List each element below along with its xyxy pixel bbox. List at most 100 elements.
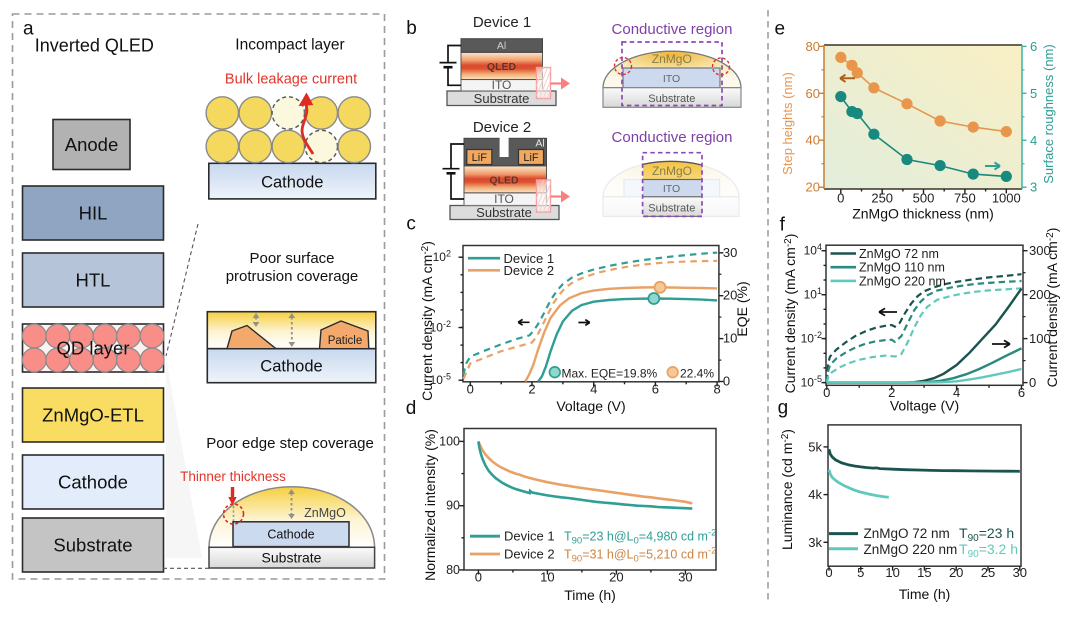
svg-text:20: 20 bbox=[609, 570, 623, 585]
svg-text:Voltage (V): Voltage (V) bbox=[556, 398, 625, 414]
svg-text:500: 500 bbox=[913, 191, 935, 206]
svg-text:EQE (%): EQE (%) bbox=[734, 281, 750, 336]
svg-text:Inverted QLED: Inverted QLED bbox=[35, 36, 154, 56]
svg-text:ZnMgO: ZnMgO bbox=[304, 506, 346, 520]
svg-text:Conductive region: Conductive region bbox=[612, 129, 733, 146]
svg-text:Conductive region: Conductive region bbox=[612, 21, 733, 38]
svg-text:0: 0 bbox=[825, 565, 832, 580]
svg-text:8: 8 bbox=[713, 381, 720, 396]
svg-text:ITO: ITO bbox=[663, 73, 680, 85]
svg-text:750: 750 bbox=[954, 191, 976, 206]
svg-text:HTL: HTL bbox=[76, 270, 111, 291]
svg-text:5: 5 bbox=[857, 565, 864, 580]
svg-text:80: 80 bbox=[806, 39, 820, 54]
svg-text:6: 6 bbox=[652, 381, 659, 396]
svg-text:ZnMgO 72 nm: ZnMgO 72 nm bbox=[864, 526, 950, 541]
svg-text:5: 5 bbox=[1030, 86, 1037, 101]
svg-text:Luminance (cd m-2): Luminance (cd m-2) bbox=[779, 429, 795, 550]
svg-text:Al: Al bbox=[535, 138, 544, 150]
svg-text:Cathode: Cathode bbox=[267, 528, 314, 542]
svg-text:2: 2 bbox=[888, 385, 895, 400]
svg-text:Device 2: Device 2 bbox=[504, 263, 555, 278]
svg-text:Device 1: Device 1 bbox=[504, 251, 555, 266]
svg-text:22.4%: 22.4% bbox=[680, 367, 714, 381]
svg-text:25: 25 bbox=[981, 565, 995, 580]
svg-text:100: 100 bbox=[439, 434, 460, 448]
svg-text:c: c bbox=[406, 214, 416, 235]
svg-text:g: g bbox=[778, 398, 789, 419]
svg-text:ZnMgO-ETL: ZnMgO-ETL bbox=[42, 405, 144, 426]
svg-text:4: 4 bbox=[953, 385, 960, 400]
svg-text:Normalized intensity (%): Normalized intensity (%) bbox=[422, 429, 438, 581]
svg-text:ZnMgO 220 nm: ZnMgO 220 nm bbox=[859, 274, 946, 288]
svg-text:Current density (mA cm-2): Current density (mA cm-2) bbox=[419, 241, 435, 401]
svg-text:T90=31 h@L0=5,210 cd m-2: T90=31 h@L0=5,210 cd m-2 bbox=[564, 545, 716, 564]
svg-text:Substrate: Substrate bbox=[476, 205, 532, 220]
svg-text:d: d bbox=[406, 398, 417, 419]
svg-text:Cathode: Cathode bbox=[261, 174, 323, 192]
svg-text:b: b bbox=[406, 18, 417, 39]
svg-text:Current density (mA cm-2): Current density (mA cm-2) bbox=[782, 234, 798, 394]
svg-text:Device 2: Device 2 bbox=[504, 546, 555, 561]
svg-text:Time (h): Time (h) bbox=[564, 587, 616, 603]
svg-text:ZnMgO: ZnMgO bbox=[652, 164, 692, 178]
svg-text:0: 0 bbox=[1029, 375, 1036, 390]
svg-text:100: 100 bbox=[1029, 331, 1051, 346]
svg-text:ITO: ITO bbox=[663, 183, 680, 195]
svg-text:ZnMgO 110 nm: ZnMgO 110 nm bbox=[859, 261, 945, 275]
svg-text:Max. EQE=19.8%: Max. EQE=19.8% bbox=[562, 367, 658, 381]
svg-text:Substrate: Substrate bbox=[648, 93, 695, 105]
svg-text:0: 0 bbox=[475, 570, 482, 585]
svg-text:QLED: QLED bbox=[489, 175, 519, 187]
svg-text:Poor surface: Poor surface bbox=[249, 250, 334, 267]
svg-text:0: 0 bbox=[467, 381, 474, 396]
svg-text:40: 40 bbox=[806, 133, 820, 148]
svg-text:HIL: HIL bbox=[79, 203, 108, 224]
svg-text:0: 0 bbox=[723, 374, 730, 389]
svg-text:T90=23 h@L0=4,980 cd m-2: T90=23 h@L0=4,980 cd m-2 bbox=[564, 528, 716, 547]
svg-text:Step heights (nm): Step heights (nm) bbox=[780, 72, 795, 175]
svg-text:LiF: LiF bbox=[472, 152, 488, 164]
svg-text:ITO: ITO bbox=[492, 78, 512, 92]
svg-text:20: 20 bbox=[723, 288, 737, 303]
svg-text:250: 250 bbox=[871, 191, 893, 206]
svg-text:f: f bbox=[780, 214, 786, 235]
svg-text:200: 200 bbox=[1029, 287, 1051, 302]
svg-text:Cathode: Cathode bbox=[58, 472, 128, 493]
svg-text:Poor edge step coverage: Poor edge step coverage bbox=[206, 435, 374, 452]
svg-text:Device 2: Device 2 bbox=[473, 119, 531, 136]
svg-text:90: 90 bbox=[446, 499, 460, 513]
svg-text:80: 80 bbox=[446, 563, 460, 577]
svg-text:Time (h): Time (h) bbox=[899, 586, 951, 602]
svg-text:ZnMgO: ZnMgO bbox=[652, 52, 692, 66]
svg-text:ITO: ITO bbox=[494, 192, 514, 206]
svg-text:a: a bbox=[23, 18, 34, 39]
svg-text:4: 4 bbox=[1030, 133, 1037, 148]
svg-text:1000: 1000 bbox=[992, 191, 1021, 206]
svg-text:10: 10 bbox=[540, 570, 554, 585]
svg-text:protrusion coverage: protrusion coverage bbox=[226, 268, 359, 285]
svg-text:0: 0 bbox=[837, 191, 844, 206]
svg-text:4k: 4k bbox=[808, 487, 822, 502]
svg-text:0: 0 bbox=[823, 385, 830, 400]
svg-text:30: 30 bbox=[723, 245, 737, 260]
svg-text:Incompact layer: Incompact layer bbox=[235, 36, 344, 53]
svg-text:QLED: QLED bbox=[487, 61, 517, 73]
svg-text:Al: Al bbox=[497, 40, 506, 52]
svg-text:Device 1: Device 1 bbox=[473, 14, 531, 31]
svg-text:10: 10 bbox=[723, 331, 737, 346]
svg-text:ZnMgO 72 nm: ZnMgO 72 nm bbox=[859, 247, 939, 261]
svg-text:300: 300 bbox=[1029, 243, 1051, 258]
svg-text:QD layer: QD layer bbox=[57, 338, 130, 359]
svg-text:Substrate: Substrate bbox=[474, 91, 530, 106]
svg-text:Anode: Anode bbox=[65, 134, 119, 155]
svg-text:Current density (mA cm-2): Current density (mA cm-2) bbox=[1044, 228, 1060, 388]
svg-text:20: 20 bbox=[949, 565, 963, 580]
svg-text:15: 15 bbox=[917, 565, 931, 580]
svg-text:Cathode: Cathode bbox=[260, 358, 322, 376]
svg-text:LiF: LiF bbox=[523, 152, 539, 164]
svg-text:4: 4 bbox=[590, 381, 597, 396]
svg-text:2: 2 bbox=[528, 381, 535, 396]
svg-text:Surface roughness (nm): Surface roughness (nm) bbox=[1041, 44, 1056, 183]
svg-text:60: 60 bbox=[806, 86, 820, 101]
